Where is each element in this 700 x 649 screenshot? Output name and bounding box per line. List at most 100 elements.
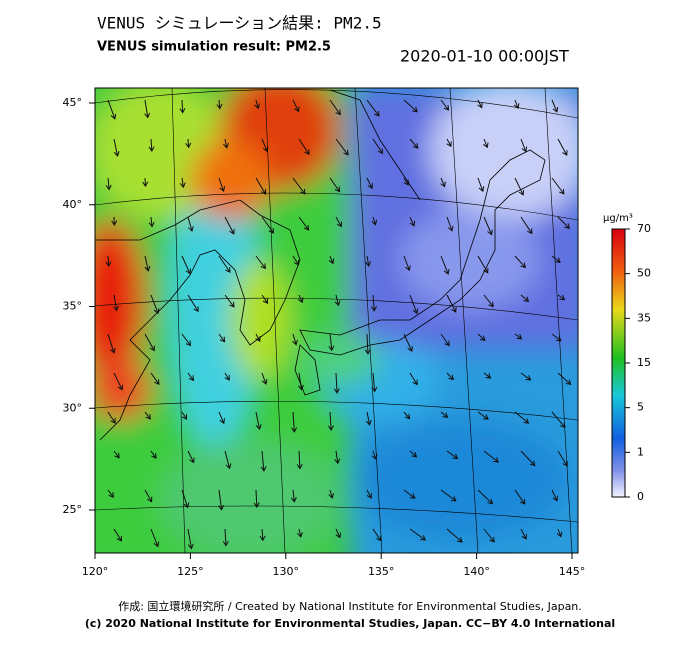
wind-arrow <box>403 255 411 272</box>
wind-arrow <box>440 99 450 111</box>
wind-arrow <box>291 411 298 433</box>
lat-label: 35° <box>63 300 83 313</box>
credit: 作成: 国立環境研究所 / Created by National Instit… <box>118 599 582 613</box>
wind-arrow <box>113 372 124 391</box>
wind-arrow <box>107 333 116 354</box>
license: (c) 2020 National Institute for Environm… <box>85 617 615 630</box>
wind-arrow <box>409 294 419 315</box>
wind-arrow <box>370 294 377 312</box>
wind-arrow <box>514 177 525 196</box>
colorbar-ticks: 70 50 35 15 5 1 0 <box>625 222 651 503</box>
wind-arrow <box>142 177 149 188</box>
wind-arrow <box>328 333 335 352</box>
colorbar-tick-label: 0 <box>637 490 644 503</box>
wind-arrow <box>364 333 371 355</box>
wind-arrow <box>477 489 494 505</box>
wind-arrow <box>181 489 190 509</box>
wind-arrow <box>107 411 116 424</box>
wind-arrow <box>409 216 416 227</box>
lon-labels: 120° 125° 130° 135° 140° 145° <box>82 553 585 578</box>
wind-arrow <box>409 138 419 149</box>
wind-arrow <box>150 372 160 386</box>
wind-arrow <box>290 489 297 503</box>
wind-arrow <box>296 528 303 538</box>
wind-arrow <box>335 138 349 156</box>
wind-arrow <box>254 99 261 110</box>
colorbar-tick-label: 35 <box>637 311 651 324</box>
graticule <box>95 88 578 553</box>
lat-labels: 45° 40° 35° 30° 25° <box>63 96 95 516</box>
wind-arrow <box>514 255 526 269</box>
coastlines <box>95 89 546 441</box>
coast-north <box>329 89 421 201</box>
wind-arrow <box>297 294 304 304</box>
wind-arrow <box>298 138 310 156</box>
wind-arrow <box>224 372 230 381</box>
wind-arrow <box>187 294 199 313</box>
wind-arrow <box>113 450 120 459</box>
wind-arrow <box>148 216 155 228</box>
wind-arrow <box>366 99 380 117</box>
wind-arrow <box>409 528 427 541</box>
wind-arrow <box>255 177 267 195</box>
coast-kyushu <box>294 344 321 396</box>
wind-arrow <box>261 216 275 234</box>
wind-arrow <box>520 216 533 235</box>
wind-arrow <box>477 99 483 109</box>
coast-japan <box>299 149 546 356</box>
coast-mainland <box>95 199 301 441</box>
wind-arrow <box>366 177 373 190</box>
wind-arrow <box>514 489 526 505</box>
wind-arrow <box>179 177 186 189</box>
wind-arrow <box>557 372 572 386</box>
field-blobs <box>95 88 578 553</box>
wind-arrow <box>483 450 499 463</box>
wind-arrow <box>403 411 411 420</box>
wind-arrow <box>216 99 223 110</box>
wind-arrow <box>551 99 559 113</box>
colorbar-unit: μg/m³ <box>603 213 633 224</box>
wind-arrow <box>551 255 561 264</box>
wind-arrow <box>107 489 114 498</box>
wind-arrow <box>514 333 523 340</box>
wind-arrow <box>403 177 409 186</box>
lon-label: 130° <box>273 565 300 578</box>
wind-arrow <box>292 99 300 113</box>
lon-label: 120° <box>82 565 109 578</box>
lat-label: 25° <box>63 503 83 516</box>
wind-arrow <box>446 528 463 543</box>
wind-arrow <box>520 294 530 303</box>
map-field <box>95 88 578 553</box>
wind-arrow <box>477 411 489 420</box>
wind-arrow <box>224 450 232 470</box>
wind-arrow <box>440 411 449 419</box>
wind-arrow <box>144 489 153 503</box>
wind-arrow <box>551 177 565 195</box>
wind-arrow <box>329 177 341 193</box>
wind-arrow <box>255 255 266 270</box>
wind-arrow <box>260 450 267 472</box>
wind-arrow <box>187 528 194 550</box>
wind-arrow <box>292 333 298 346</box>
wind-arrow <box>150 528 160 548</box>
subtitle: VENUS simulation result: PM2.5 <box>97 40 331 55</box>
wind-arrow <box>335 216 342 228</box>
wind-arrow <box>483 294 494 308</box>
wind-arrow <box>113 528 122 542</box>
wind-arrow <box>483 216 493 236</box>
wind-arrow <box>187 372 195 382</box>
wind-arrow <box>446 216 454 232</box>
wind-arrow <box>366 489 372 499</box>
wind-arrow <box>148 138 155 152</box>
wind-arrow <box>255 411 262 431</box>
wind-arrow <box>520 450 536 467</box>
wind-arrow <box>327 411 334 431</box>
wind-arrow <box>224 294 235 308</box>
lat-label: 45° <box>63 96 83 109</box>
wind-arrow <box>185 138 192 149</box>
map-frame <box>94 87 579 554</box>
colorbar-tick-label: 50 <box>637 267 651 280</box>
wind-arrow <box>105 177 112 191</box>
wind-arrows <box>105 99 572 550</box>
wind-arrow <box>298 216 310 231</box>
